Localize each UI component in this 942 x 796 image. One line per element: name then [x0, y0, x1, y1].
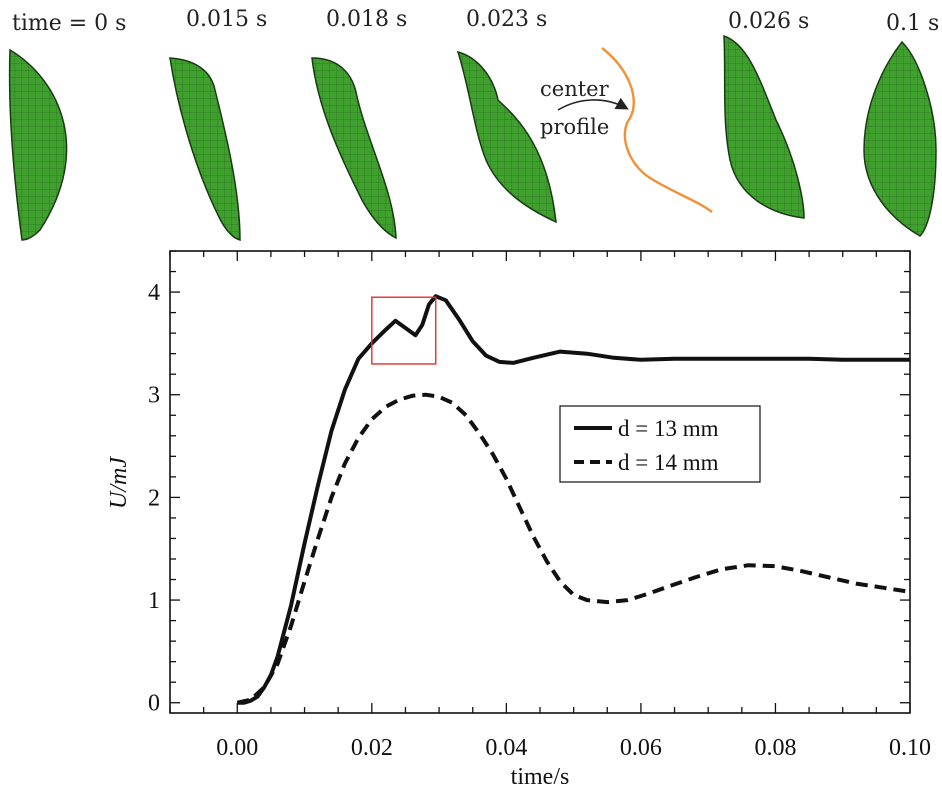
- energy-chart: 0.00 0.02 0.04 0.06 0.08 0.10 0 1 2 3 4 time/s U/…: [106, 250, 931, 790]
- series-group: [236, 294, 911, 705]
- legend-label-d13: d = 13 mm: [618, 416, 719, 441]
- frame-label-2: 0.018 s: [326, 7, 407, 32]
- frame-label-0: time = 0 s: [12, 11, 126, 36]
- shell-snapshot-5: [863, 40, 937, 237]
- shell-snapshot-1: [169, 57, 241, 241]
- frame-label-3: 0.023 s: [466, 7, 547, 32]
- x-tick-label: 0.10: [889, 735, 931, 761]
- y-tick-label: 2: [148, 485, 160, 511]
- annotation-center: center: [540, 77, 610, 101]
- y-tick-label: 1: [148, 588, 160, 614]
- highlight-box: [371, 296, 437, 365]
- y-tick-labels: 0 1 2 3 4: [148, 280, 160, 717]
- y-axis-label: U/mJ: [106, 456, 132, 509]
- axis-ticks: [169, 250, 911, 713]
- legend-box: [559, 405, 761, 483]
- shell-snapshot-4: [723, 34, 805, 219]
- y-tick-label: 0: [148, 691, 160, 717]
- legend-label-d14: d = 14 mm: [618, 450, 719, 475]
- x-tick-label: 0.08: [754, 735, 796, 761]
- x-tick-label: 0.00: [216, 735, 258, 761]
- series-line-1: [236, 392, 911, 705]
- snapshot-strip: time = 0 s 0.015 s 0.018 s 0.023 s 0.026…: [8, 7, 939, 241]
- x-tick-label: 0.04: [485, 735, 527, 761]
- shell-snapshot-0: [8, 48, 68, 241]
- y-tick-label: 3: [148, 383, 160, 409]
- frame-label-5: 0.1 s: [886, 11, 939, 36]
- x-tick-label: 0.06: [620, 735, 662, 761]
- x-tick-label: 0.02: [351, 735, 393, 761]
- shell-snapshot-3: [456, 50, 557, 224]
- series-line-0: [237, 294, 910, 705]
- frame-label-1: 0.015 s: [186, 7, 267, 32]
- center-profile-curve: [601, 47, 713, 213]
- x-tick-labels: 0.00 0.02 0.04 0.06 0.08 0.10: [216, 735, 931, 761]
- annotation-profile: profile: [540, 115, 609, 139]
- legend: d = 13 mm d = 14 mm: [559, 405, 761, 483]
- frame-label-4: 0.026 s: [728, 9, 809, 34]
- y-tick-label: 4: [148, 280, 160, 306]
- annotation-arrow: [557, 97, 629, 111]
- shell-snapshot-2: [311, 57, 397, 240]
- x-axis-label: time/s: [511, 764, 570, 790]
